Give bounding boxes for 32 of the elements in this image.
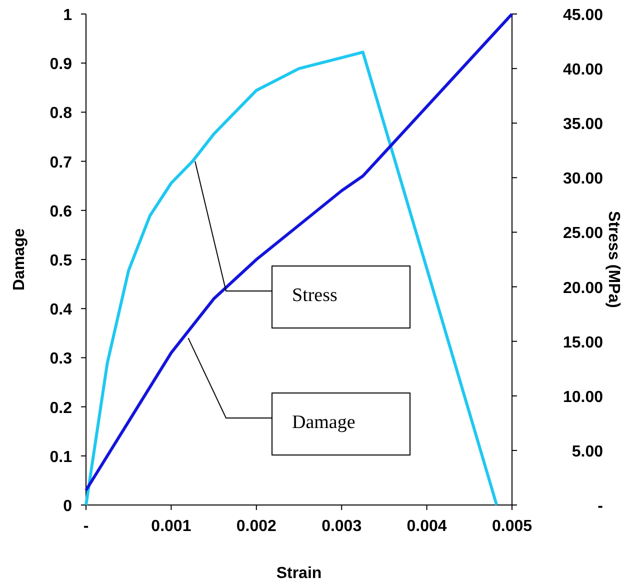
y2-tick-label: - — [598, 498, 603, 515]
y-tick-label: 0.4 — [50, 302, 72, 319]
y-tick-label: 0.8 — [50, 105, 72, 122]
y-tick-label: 0.5 — [50, 252, 72, 270]
y2-tick-label: 10.00 — [562, 388, 604, 406]
x-tick-label: 0.004 — [406, 518, 447, 535]
y-tick-label: 0.3 — [50, 350, 72, 368]
y-tick-label: 0.9 — [50, 56, 72, 74]
y2-tick-label: 35.00 — [562, 116, 604, 134]
y2-tick-label: 30.00 — [562, 170, 604, 188]
annotation: Damage — [292, 412, 356, 433]
y-tick-label: 0.1 — [50, 448, 72, 466]
y2-tick-label: 15.00 — [562, 334, 604, 352]
y-tick-label: 0 — [63, 498, 72, 515]
y2-tick-label: 25.00 — [562, 225, 604, 242]
y-axis-title: Damage — [11, 228, 28, 291]
y2-axis-title: Stress (MPa) — [605, 211, 622, 308]
y2-tick-label: 45.00 — [562, 7, 604, 24]
annotation: Stress — [292, 285, 338, 306]
y-tick-label: 0.2 — [50, 400, 72, 417]
x-tick-label: - — [83, 518, 89, 535]
y-tick-label: 0.6 — [50, 203, 72, 220]
y2-tick-label: 40.00 — [562, 62, 604, 79]
x-tick-label: 0.003 — [322, 518, 362, 535]
x-axis-title: Strain — [276, 565, 322, 582]
x-tick-label: 0.005 — [492, 518, 532, 535]
x-tick-label: 0.001 — [151, 518, 192, 535]
x-tick-label: 0.002 — [236, 518, 277, 535]
y-tick-label: 0.7 — [50, 154, 72, 172]
y-tick-label: 1 — [63, 7, 72, 24]
y2-tick-label: 5.00 — [572, 443, 604, 460]
y2-tick-label: 20.00 — [562, 280, 604, 297]
